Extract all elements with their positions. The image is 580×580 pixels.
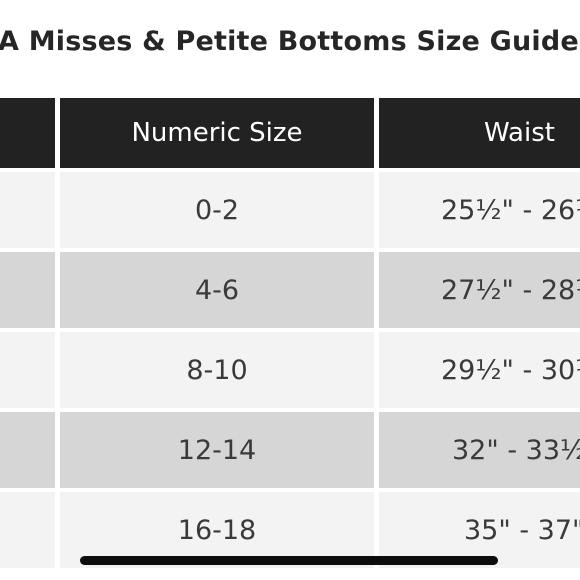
table-cell-size: 8-10: [60, 332, 374, 408]
page-title: A Misses & Petite Bottoms Size Guide: [0, 26, 580, 62]
table-header-row: Numeric Size Waist: [0, 98, 580, 168]
table-cell-waist: 32" - 33½": [379, 412, 580, 488]
table-cell-first: [0, 332, 55, 408]
table-cell-waist: 35" - 37": [379, 492, 580, 568]
header-cell-waist: Waist: [379, 98, 580, 168]
waist-value: 25½" - 26½": [441, 194, 580, 226]
table-cell-waist: 25½" - 26½": [379, 172, 580, 248]
waist-value: 35" - 37": [464, 514, 580, 546]
table-cell-waist: 27½" - 28½": [379, 252, 580, 328]
waist-value: 29½" - 30½": [441, 354, 580, 386]
table-row: 16-18 35" - 37": [0, 492, 580, 568]
table-row: 0-2 25½" - 26½": [0, 172, 580, 248]
table-cell-size: 12-14: [60, 412, 374, 488]
page-title-text: A Misses & Petite Bottoms Size Guide: [0, 26, 579, 57]
waist-value: 32" - 33½": [452, 434, 580, 466]
table-cell-size: 16-18: [60, 492, 374, 568]
table-cell-size: 0-2: [60, 172, 374, 248]
table-cell-first: [0, 492, 55, 568]
table-cell-size: 4-6: [60, 252, 374, 328]
table-row: 8-10 29½" - 30½": [0, 332, 580, 408]
waist-value: 27½" - 28½": [441, 274, 580, 306]
home-indicator-bar[interactable]: [80, 556, 498, 565]
table-row: 4-6 27½" - 28½": [0, 252, 580, 328]
size-guide-table: Numeric Size Waist 0-2 25½" - 26½" 4-6 2…: [0, 98, 580, 580]
table-cell-waist: 29½" - 30½": [379, 332, 580, 408]
header-cell-first: [0, 98, 55, 168]
table-cell-first: [0, 172, 55, 248]
header-waist-label: Waist: [484, 118, 555, 148]
table-cell-first: [0, 252, 55, 328]
table-cell-first: [0, 412, 55, 488]
header-cell-numeric-size: Numeric Size: [60, 98, 374, 168]
table-row: 12-14 32" - 33½": [0, 412, 580, 488]
